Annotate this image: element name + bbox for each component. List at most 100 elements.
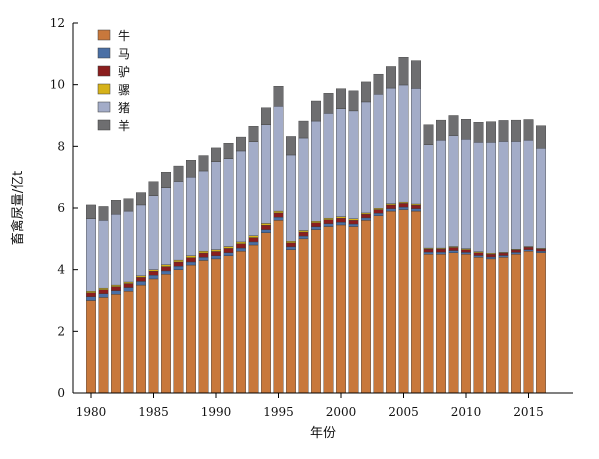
bar-segment — [423, 248, 434, 253]
bar-segment — [386, 66, 397, 89]
bar-segment — [436, 254, 447, 394]
bar-segment — [361, 217, 372, 221]
bar-segment — [223, 158, 234, 247]
bar-segment — [348, 223, 359, 227]
bar-segment — [185, 261, 196, 266]
bar-segment — [248, 126, 259, 142]
bar-segment — [473, 257, 484, 394]
bar-segment — [511, 254, 522, 394]
bar-segment — [336, 221, 347, 226]
bar-segment — [148, 269, 159, 272]
bar-segment — [461, 254, 472, 394]
bar-segment — [185, 255, 196, 258]
legend-label: 猪 — [118, 101, 130, 115]
bar-segment — [148, 271, 159, 276]
bar-segment — [386, 210, 397, 394]
bar-segment — [498, 141, 509, 253]
bar-segment — [286, 249, 297, 394]
bar-segment — [336, 216, 347, 219]
bar-segment — [436, 119, 447, 141]
bar-segment — [411, 205, 422, 209]
bar-segment — [85, 218, 96, 292]
bar-segment — [486, 258, 497, 394]
bar-segment — [523, 246, 534, 250]
bar-segment — [423, 251, 434, 255]
legend-label: 羊 — [118, 118, 130, 133]
bar-segment — [273, 220, 284, 394]
bar-segment — [311, 120, 322, 222]
axes-group — [72, 23, 573, 394]
bar-segment — [448, 115, 459, 136]
bar-segment — [160, 274, 171, 394]
bar-segment — [148, 181, 159, 196]
x-tick-label: 1990 — [201, 405, 232, 419]
bar-segment — [273, 212, 284, 218]
bar-segment — [261, 232, 272, 394]
bar-segment — [336, 108, 347, 217]
bar-segment — [348, 218, 359, 221]
bar-segment — [198, 170, 209, 252]
bar-segment — [98, 287, 109, 290]
bar-segment — [336, 224, 347, 394]
bar-segment — [498, 252, 509, 256]
bar-segment — [110, 294, 121, 394]
bar-segment — [198, 250, 209, 254]
bar-segment — [248, 241, 259, 246]
bar-segment — [436, 139, 447, 249]
bar-segment — [235, 241, 246, 244]
bar-segment — [210, 147, 221, 162]
bar-segment — [261, 107, 272, 125]
bar-segment — [436, 248, 447, 253]
x-axis-title: 年份 — [310, 426, 336, 441]
bar-segment — [373, 94, 384, 209]
bar-segment — [98, 220, 109, 289]
y-tick-label: 8 — [57, 139, 65, 153]
bar-segment — [523, 249, 534, 252]
bar-segment — [123, 198, 134, 212]
bar-segment — [373, 215, 384, 394]
bar-segment — [511, 252, 522, 255]
bar-segment — [210, 255, 221, 260]
legend-label: 驴 — [118, 64, 130, 79]
y-tick-label: 0 — [57, 386, 65, 400]
bar-segment — [398, 203, 409, 208]
bar-segment — [398, 84, 409, 203]
bar-segment — [323, 226, 334, 394]
bar-segment — [123, 210, 134, 283]
bar-segment — [110, 286, 121, 291]
legend-label: 马 — [118, 47, 130, 61]
bar-segment — [536, 125, 547, 149]
bar-segment — [110, 200, 121, 215]
bar-segment — [411, 88, 422, 205]
bar-segment — [536, 248, 547, 252]
bar-segment — [536, 250, 547, 253]
bar-segment — [135, 277, 146, 282]
bar-segment — [486, 256, 497, 260]
bar-segment — [511, 119, 522, 142]
bar-segment — [348, 220, 359, 225]
bar-segment — [185, 176, 196, 256]
legend-label: 骡 — [118, 83, 130, 97]
bar-segment — [223, 255, 234, 394]
bar-segment — [361, 81, 372, 103]
bar-segment — [248, 141, 259, 236]
bar-segment — [198, 257, 209, 261]
bar-segment — [536, 252, 547, 394]
bar-segment — [98, 297, 109, 394]
bar-segment — [160, 172, 171, 188]
bar-segment — [223, 246, 234, 249]
bar-segment — [386, 204, 397, 209]
x-tick-label: 2005 — [388, 405, 419, 419]
bar-segment — [160, 264, 171, 267]
bar-segment — [511, 249, 522, 253]
bar-segment — [160, 187, 171, 265]
bar-segment — [448, 250, 459, 253]
bar-segment — [448, 252, 459, 394]
bar-segment — [223, 143, 234, 159]
bar-segment — [135, 281, 146, 286]
bar-segment — [261, 225, 272, 230]
bar-segment — [173, 266, 184, 270]
bar-segment — [448, 247, 459, 251]
